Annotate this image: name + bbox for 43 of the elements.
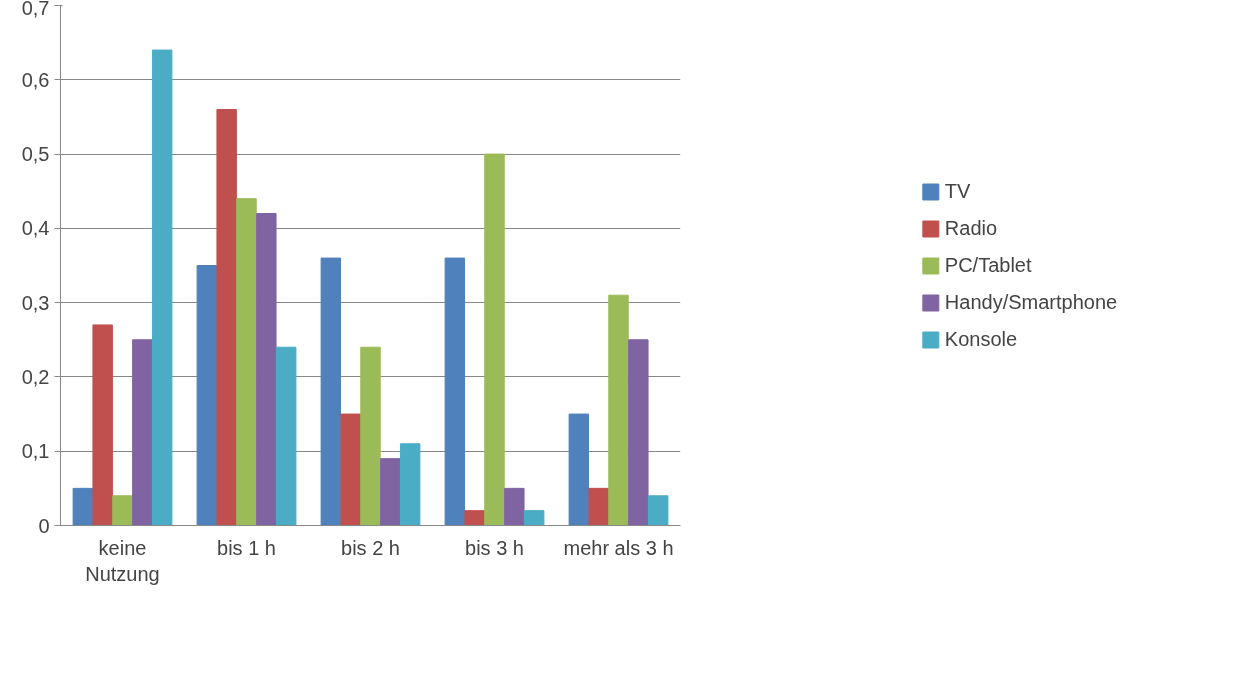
y-tick-label: 0,2: [21, 365, 50, 388]
bar: [608, 294, 629, 526]
bar: [647, 495, 669, 526]
bar: [399, 443, 421, 526]
bar: [275, 346, 297, 526]
bar: [444, 257, 466, 526]
y-tick-label: 0,1: [21, 440, 50, 463]
y-tick-label: 0,6: [21, 68, 50, 91]
bar: [504, 487, 525, 526]
bar: [588, 487, 609, 526]
y-tick-label: 0,7: [21, 0, 50, 19]
bar: [568, 413, 590, 526]
legend-label: TV: [944, 179, 971, 203]
y-tick-label: 0,3: [21, 291, 50, 314]
y-tick-label: 0,4: [21, 217, 50, 240]
bar: [92, 324, 113, 526]
y-tick-label: 0: [38, 514, 50, 537]
x-tick-label: keine Nutzung: [85, 536, 160, 585]
bar: [256, 213, 277, 526]
bar: [320, 257, 342, 526]
y-tick-label: 0,5: [21, 143, 50, 166]
bar: [340, 413, 361, 526]
bar: [236, 198, 257, 526]
bar: [151, 49, 173, 526]
legend-label: Konsole: [944, 327, 1018, 351]
legend-label: PC/Tablet: [944, 253, 1032, 277]
bar: [196, 265, 218, 526]
bar: [628, 339, 649, 526]
bar: [112, 495, 133, 526]
x-tick-label: bis 1 h: [217, 536, 276, 559]
x-tick-label: bis 3 h: [465, 536, 524, 559]
bar: [132, 339, 153, 526]
bar: [523, 510, 545, 526]
x-tick-label: bis 2 h: [341, 536, 400, 559]
legend-label: Handy/Smartphone: [944, 290, 1118, 314]
bar: [360, 346, 381, 526]
bar: [216, 109, 237, 526]
legend-label: Radio: [944, 216, 998, 240]
bar: [380, 458, 401, 526]
bar: [464, 510, 485, 526]
bar: [484, 153, 505, 526]
bar: [72, 487, 94, 526]
x-tick-label: mehr als 3 h: [563, 536, 674, 559]
